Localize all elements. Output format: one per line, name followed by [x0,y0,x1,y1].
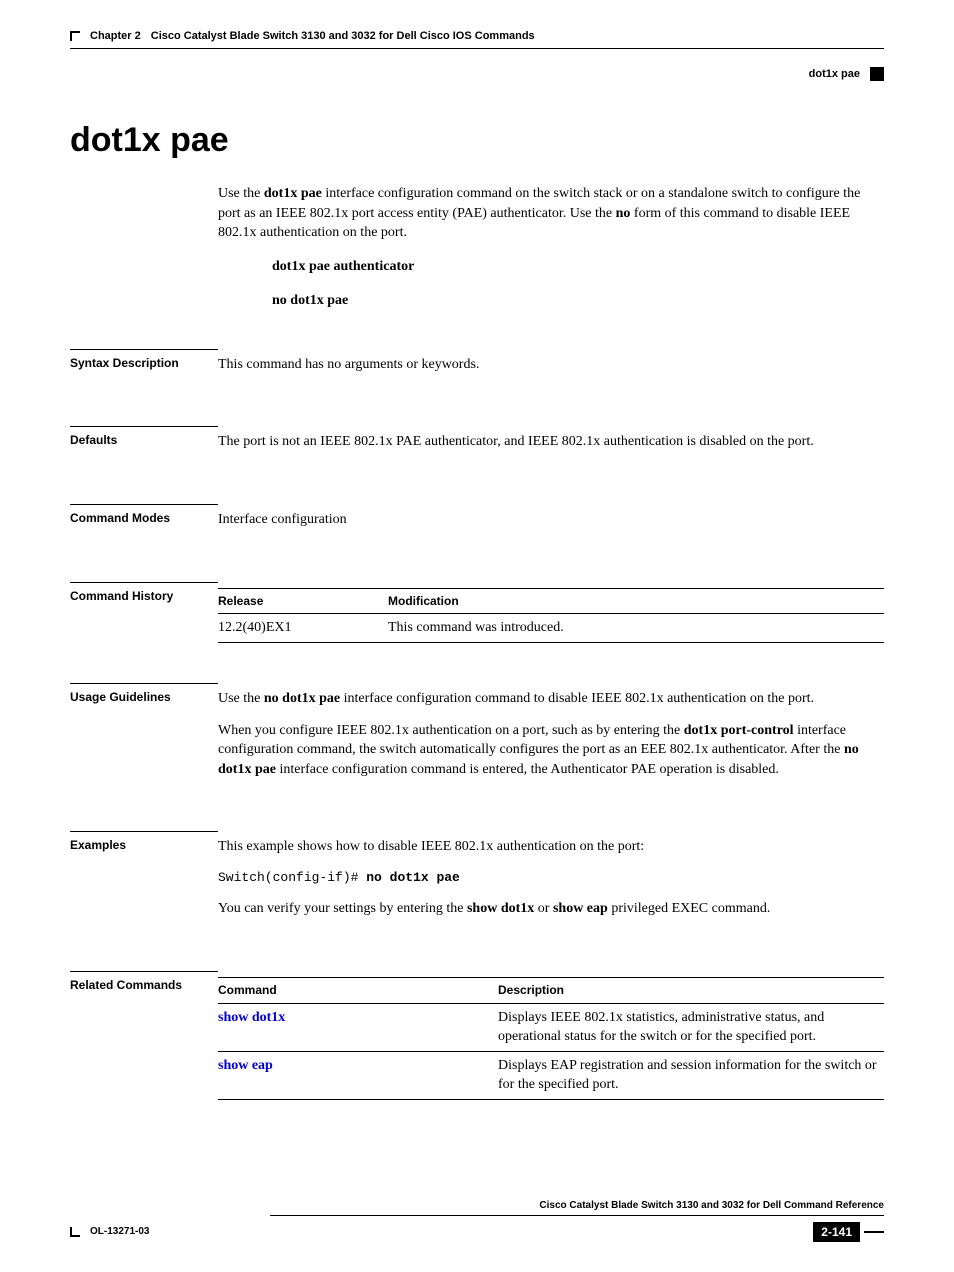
table-header-modification: Modification [388,593,884,610]
examples-code: Switch(config-if)# no dot1x pae [218,869,884,887]
section-label: Related Commands [70,971,218,1100]
section-command-history: Command History Release Modification 12.… [70,582,884,643]
footer-doc-id: OL-13271-03 [90,1226,149,1237]
header-square-icon [870,67,884,81]
table-header-row: Command Description [218,977,884,1004]
table-row: 12.2(40)EX1 This command was introduced. [218,614,884,643]
section-content: Release Modification 12.2(40)EX1 This co… [218,582,884,643]
table-cell: Displays EAP registration and session in… [498,1056,884,1095]
section-label: Examples [70,831,218,930]
section-content: Use the no dot1x pae interface configura… [218,683,884,791]
examples-p1: This example shows how to disable IEEE 8… [218,837,884,857]
syntax-line-2: no dot1x pae [272,293,884,309]
table-cell: Displays IEEE 802.1x statistics, adminis… [498,1008,884,1047]
section-usage-guidelines: Usage Guidelines Use the no dot1x pae in… [70,683,884,791]
section-content: Command Description show dot1x Displays … [218,971,884,1100]
section-content: This example shows how to disable IEEE 8… [218,831,884,930]
section-label: Command History [70,582,218,643]
header-divider [70,48,884,49]
chapter-label: Chapter 2 [90,30,141,42]
page-number: 2-141 [813,1222,860,1242]
chapter-title: Cisco Catalyst Blade Switch 3130 and 303… [151,30,535,42]
table-row: show dot1x Displays IEEE 802.1x statisti… [218,1004,884,1052]
section-content: The port is not an IEEE 802.1x PAE authe… [218,426,884,464]
table-row: show eap Displays EAP registration and s… [218,1052,884,1100]
table-header-description: Description [498,982,884,999]
syntax-line-1: dot1x pae authenticator [272,259,884,275]
intro-paragraph: Use the dot1x pae interface configuratio… [218,184,884,243]
section-label: Usage Guidelines [70,683,218,791]
usage-p1: Use the no dot1x pae interface configura… [218,689,884,709]
header-command-name: dot1x pae [809,68,860,80]
table-cell: 12.2(40)EX1 [218,618,388,638]
table-cell: This command was introduced. [388,618,884,638]
usage-p2: When you configure IEEE 802.1x authentic… [218,721,884,780]
page-header: Chapter 2 Cisco Catalyst Blade Switch 31… [70,30,884,42]
corner-mark-icon [70,31,80,41]
section-command-modes: Command Modes Interface configuration [70,504,884,542]
table-header-command: Command [218,982,498,999]
link-show-dot1x[interactable]: show dot1x [218,1010,285,1025]
footer-line-icon [864,1231,884,1233]
table-header-row: Release Modification [218,588,884,615]
section-content: This command has no arguments or keyword… [218,349,884,387]
related-commands-table: Command Description show dot1x Displays … [218,977,884,1100]
syntax-block: dot1x pae authenticator no dot1x pae [272,259,884,309]
header-right: dot1x pae [70,67,884,81]
section-label: Syntax Description [70,349,218,387]
page-title: dot1x pae [70,121,884,160]
command-history-table: Release Modification 12.2(40)EX1 This co… [218,588,884,643]
section-content: Interface configuration [218,504,884,542]
section-label: Command Modes [70,504,218,542]
footer-doc-title: Cisco Catalyst Blade Switch 3130 and 303… [70,1200,884,1211]
corner-mark-icon [70,1227,80,1237]
link-show-eap[interactable]: show eap [218,1058,273,1073]
table-header-release: Release [218,593,388,610]
footer-divider [270,1215,884,1216]
section-label: Defaults [70,426,218,464]
page-footer: Cisco Catalyst Blade Switch 3130 and 303… [70,1200,884,1242]
section-examples: Examples This example shows how to disab… [70,831,884,930]
section-related-commands: Related Commands Command Description sho… [70,971,884,1100]
section-defaults: Defaults The port is not an IEEE 802.1x … [70,426,884,464]
examples-p2: You can verify your settings by entering… [218,899,884,919]
section-syntax-description: Syntax Description This command has no a… [70,349,884,387]
